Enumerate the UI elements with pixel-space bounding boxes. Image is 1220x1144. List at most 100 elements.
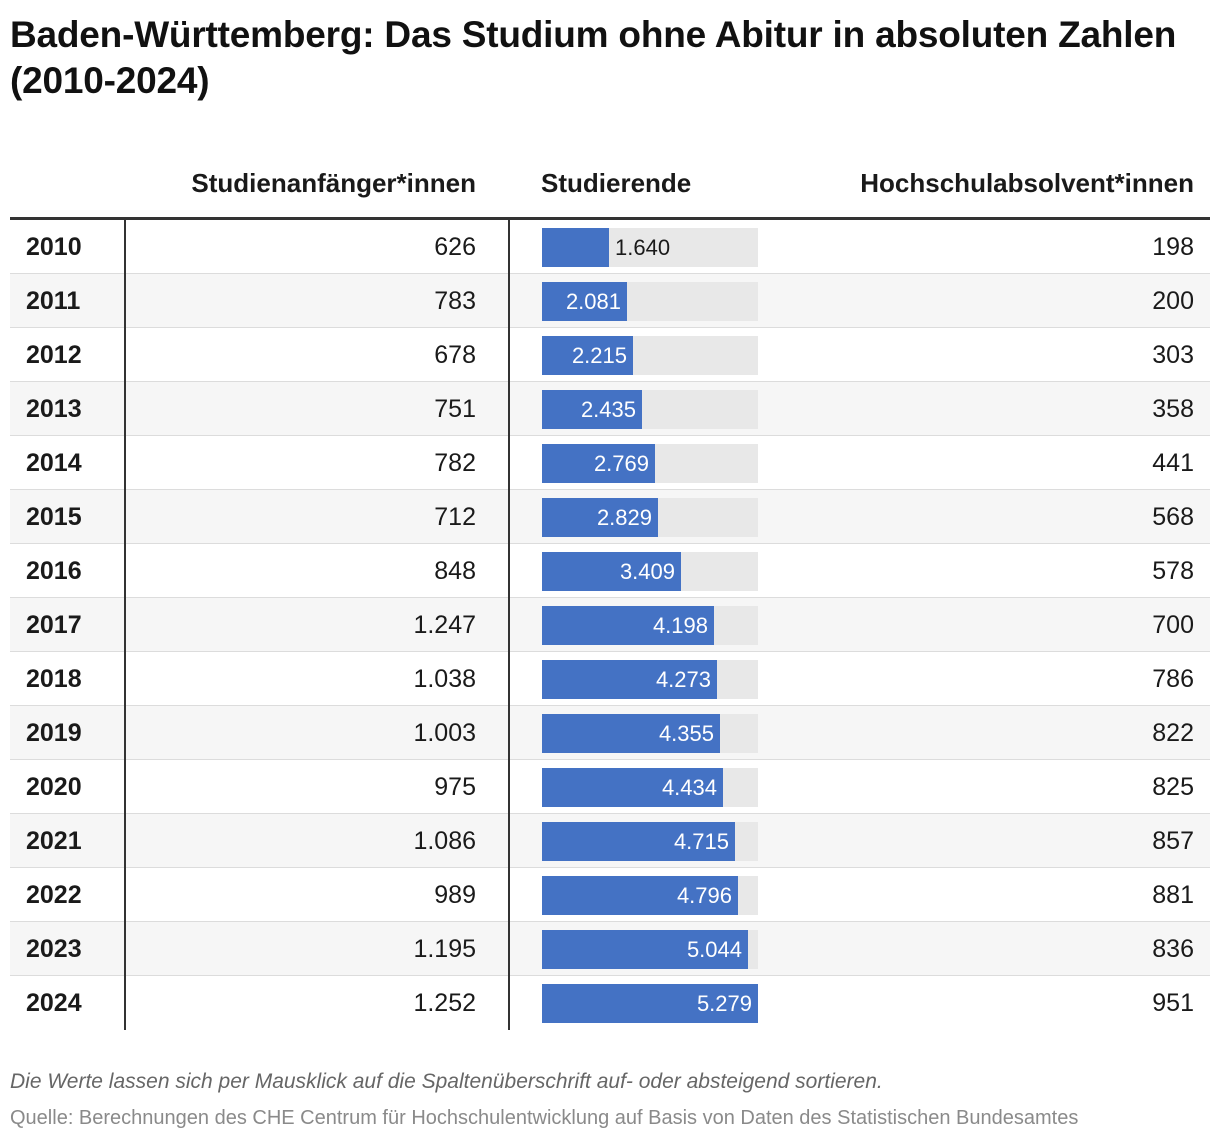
students-bar-track: 4.355 — [542, 714, 758, 753]
table-row: 2013 751 2.435 358 — [10, 382, 1210, 436]
header-divider — [10, 217, 1210, 220]
students-bar — [542, 228, 609, 267]
students-value-label: 1.640 — [615, 235, 671, 260]
graduates-cell: 786 — [1152, 665, 1194, 693]
column-header-students[interactable]: Studierende — [541, 168, 692, 198]
year-cell: 2012 — [26, 341, 82, 369]
starters-cell: 712 — [434, 503, 476, 531]
students-bar — [542, 876, 738, 915]
students-bar — [542, 390, 642, 429]
students-bar-track: 4.796 — [542, 876, 758, 915]
students-bar-track: 4.198 — [542, 606, 758, 645]
year-cell: 2017 — [26, 611, 82, 639]
year-cell: 2018 — [26, 665, 82, 693]
students-value-label: 4.198 — [652, 613, 708, 638]
table-row: 2024 1.252 5.279 951 — [10, 976, 1210, 1030]
source-note: Quelle: Berechnungen des CHE Centrum für… — [10, 1107, 1079, 1129]
column-divider-year — [124, 220, 126, 1030]
students-value-label: 2.435 — [580, 397, 636, 422]
table-row: 2017 1.247 4.198 700 — [10, 598, 1210, 652]
column-header-starters[interactable]: Studienanfänger*innen — [191, 168, 476, 198]
table-row: 2011 783 2.081 200 — [10, 274, 1210, 328]
table-row: 2019 1.003 4.355 822 — [10, 706, 1210, 760]
students-value-label: 4.434 — [661, 775, 717, 800]
year-cell: 2010 — [26, 233, 82, 261]
chart-title: Baden-Württemberg: Das Studium ohne Abit… — [10, 14, 1177, 101]
table-row: 2012 678 2.215 303 — [10, 328, 1210, 382]
year-cell: 2013 — [26, 395, 82, 423]
starters-cell: 1.247 — [413, 611, 476, 639]
students-value-label: 2.769 — [593, 451, 649, 476]
starters-cell: 1.086 — [413, 827, 476, 855]
year-cell: 2023 — [26, 935, 82, 963]
graduates-cell: 822 — [1152, 719, 1194, 747]
students-bar-track: 2.435 — [542, 390, 758, 429]
table-row: 2014 782 2.769 441 — [10, 436, 1210, 490]
students-value-label: 5.044 — [686, 937, 742, 962]
column-divider-starters — [508, 220, 510, 1030]
year-cell: 2021 — [26, 827, 82, 855]
graduates-cell: 857 — [1152, 827, 1194, 855]
starters-cell: 783 — [434, 287, 476, 315]
graduates-cell: 836 — [1152, 935, 1194, 963]
students-value-label: 2.081 — [565, 289, 621, 314]
starters-cell: 782 — [434, 449, 476, 477]
table-header: Studienanfänger*innen Studierende Hochsc… — [10, 160, 1210, 216]
students-value-label: 5.279 — [696, 991, 752, 1016]
graduates-cell: 700 — [1152, 611, 1194, 639]
graduates-cell: 303 — [1152, 341, 1194, 369]
graduates-cell: 200 — [1152, 287, 1194, 315]
starters-cell: 1.252 — [413, 989, 476, 1017]
students-value-label: 4.273 — [655, 667, 711, 692]
students-bar — [542, 930, 748, 969]
students-bar-track: 2.081 — [542, 282, 758, 321]
table-row: 2020 975 4.434 825 — [10, 760, 1210, 814]
starters-cell: 1.195 — [413, 935, 476, 963]
students-bar — [542, 498, 658, 537]
students-bar — [542, 336, 633, 375]
graduates-cell: 881 — [1152, 881, 1194, 909]
starters-cell: 626 — [434, 233, 476, 261]
students-bar-track: 1.640 — [542, 228, 758, 267]
table-row: 2015 712 2.829 568 — [10, 490, 1210, 544]
year-cell: 2016 — [26, 557, 82, 585]
table-row: 2016 848 3.409 578 — [10, 544, 1210, 598]
graduates-cell: 825 — [1152, 773, 1194, 801]
students-bar — [542, 606, 714, 645]
starters-cell: 1.003 — [413, 719, 476, 747]
table-body: 2010 626 1.640 198 2011 783 2.081 200 2012 678 2.2… — [10, 220, 1210, 1030]
column-header-graduates[interactable]: Hochschulabsolvent*innen — [860, 168, 1194, 198]
students-bar-track: 5.044 — [542, 930, 758, 969]
starters-cell: 751 — [434, 395, 476, 423]
graduates-cell: 951 — [1152, 989, 1194, 1017]
graduates-cell: 578 — [1152, 557, 1194, 585]
year-cell: 2014 — [26, 449, 82, 477]
starters-cell: 678 — [434, 341, 476, 369]
students-bar-track: 2.215 — [542, 336, 758, 375]
table-row: 2022 989 4.796 881 — [10, 868, 1210, 922]
year-cell: 2015 — [26, 503, 82, 531]
starters-cell: 848 — [434, 557, 476, 585]
students-bar — [542, 714, 720, 753]
table-row: 2021 1.086 4.715 857 — [10, 814, 1210, 868]
students-value-label: 4.796 — [676, 883, 732, 908]
year-cell: 2011 — [26, 287, 81, 315]
table-row: 2010 626 1.640 198 — [10, 220, 1210, 274]
graduates-cell: 358 — [1152, 395, 1194, 423]
students-bar-track: 4.434 — [542, 768, 758, 807]
students-value-label: 2.215 — [571, 343, 627, 368]
students-bar — [542, 822, 735, 861]
students-bar-track: 3.409 — [542, 552, 758, 591]
table-row: 2018 1.038 4.273 786 — [10, 652, 1210, 706]
students-bar — [542, 768, 723, 807]
year-cell: 2019 — [26, 719, 82, 747]
students-bar — [542, 984, 758, 1023]
students-bar-track: 5.279 — [542, 984, 758, 1023]
students-value-label: 2.829 — [596, 505, 652, 530]
sort-hint-note: Die Werte lassen sich per Mausklick auf … — [10, 1070, 883, 1093]
students-bar-track: 2.769 — [542, 444, 758, 483]
students-value-label: 4.715 — [673, 829, 729, 854]
students-bar — [542, 444, 655, 483]
graduates-cell: 441 — [1152, 449, 1194, 477]
starters-cell: 1.038 — [413, 665, 476, 693]
